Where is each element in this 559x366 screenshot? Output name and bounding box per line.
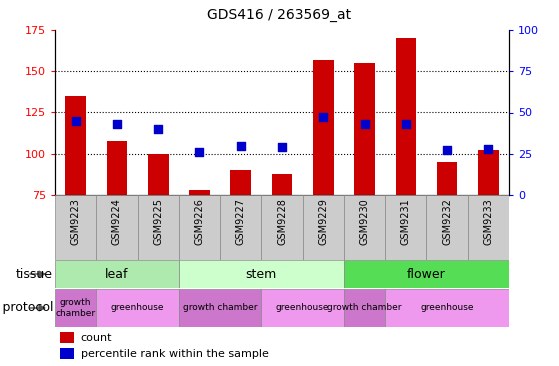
Bar: [427, 195, 468, 260]
Point: [360, 121, 369, 127]
Text: flower: flower: [407, 268, 446, 280]
Bar: [468, 195, 509, 260]
Bar: [65, 96, 86, 195]
Text: tissue: tissue: [16, 268, 53, 280]
Text: greenhouse: greenhouse: [276, 303, 329, 313]
Text: percentile rank within the sample: percentile rank within the sample: [80, 349, 268, 359]
Bar: [148, 154, 168, 195]
Text: GSM9225: GSM9225: [153, 198, 163, 245]
Text: growth chamber: growth chamber: [183, 303, 257, 313]
Bar: [302, 195, 344, 260]
Bar: [344, 195, 385, 260]
Text: GSM9230: GSM9230: [359, 198, 369, 245]
Point: [236, 143, 245, 149]
Bar: [220, 195, 262, 260]
Text: GSM9233: GSM9233: [484, 198, 494, 245]
Bar: [96, 289, 179, 327]
Text: GSM9231: GSM9231: [401, 198, 411, 245]
Point: [154, 126, 163, 132]
Text: stem: stem: [246, 268, 277, 280]
Bar: [107, 141, 127, 195]
Text: GSM9232: GSM9232: [442, 198, 452, 245]
Text: count: count: [80, 333, 112, 343]
Bar: [60, 332, 74, 343]
Point: [484, 146, 493, 152]
Bar: [262, 289, 344, 327]
Text: GSM9223: GSM9223: [70, 198, 80, 245]
Bar: [262, 195, 302, 260]
Point: [401, 121, 410, 127]
Point: [112, 121, 121, 127]
Text: growth chamber: growth chamber: [328, 303, 402, 313]
Bar: [179, 195, 220, 260]
Bar: [179, 289, 262, 327]
Point: [195, 149, 204, 155]
Bar: [313, 60, 334, 195]
Text: GSM9229: GSM9229: [318, 198, 328, 245]
Text: growth
chamber: growth chamber: [55, 298, 96, 318]
Bar: [138, 195, 179, 260]
Bar: [230, 170, 251, 195]
Bar: [344, 289, 385, 327]
Bar: [272, 173, 292, 195]
Bar: [189, 190, 210, 195]
Bar: [385, 289, 509, 327]
Text: GSM9227: GSM9227: [236, 198, 246, 245]
Bar: [96, 195, 138, 260]
Bar: [354, 63, 375, 195]
Point: [71, 118, 80, 124]
Bar: [55, 289, 96, 327]
Text: greenhouse: greenhouse: [111, 303, 164, 313]
Text: GSM9228: GSM9228: [277, 198, 287, 245]
Bar: [60, 348, 74, 359]
Point: [319, 115, 328, 120]
Text: growth protocol: growth protocol: [0, 302, 53, 314]
Bar: [396, 38, 416, 195]
Bar: [344, 260, 509, 288]
Text: leaf: leaf: [105, 268, 129, 280]
Point: [277, 144, 286, 150]
Bar: [179, 260, 344, 288]
Point: [443, 147, 452, 153]
Bar: [55, 260, 179, 288]
Bar: [385, 195, 427, 260]
Bar: [437, 162, 457, 195]
Text: GDS416 / 263569_at: GDS416 / 263569_at: [207, 8, 352, 22]
Text: greenhouse: greenhouse: [420, 303, 474, 313]
Text: GSM9226: GSM9226: [195, 198, 205, 245]
Bar: [55, 195, 96, 260]
Text: GSM9224: GSM9224: [112, 198, 122, 245]
Bar: [478, 150, 499, 195]
